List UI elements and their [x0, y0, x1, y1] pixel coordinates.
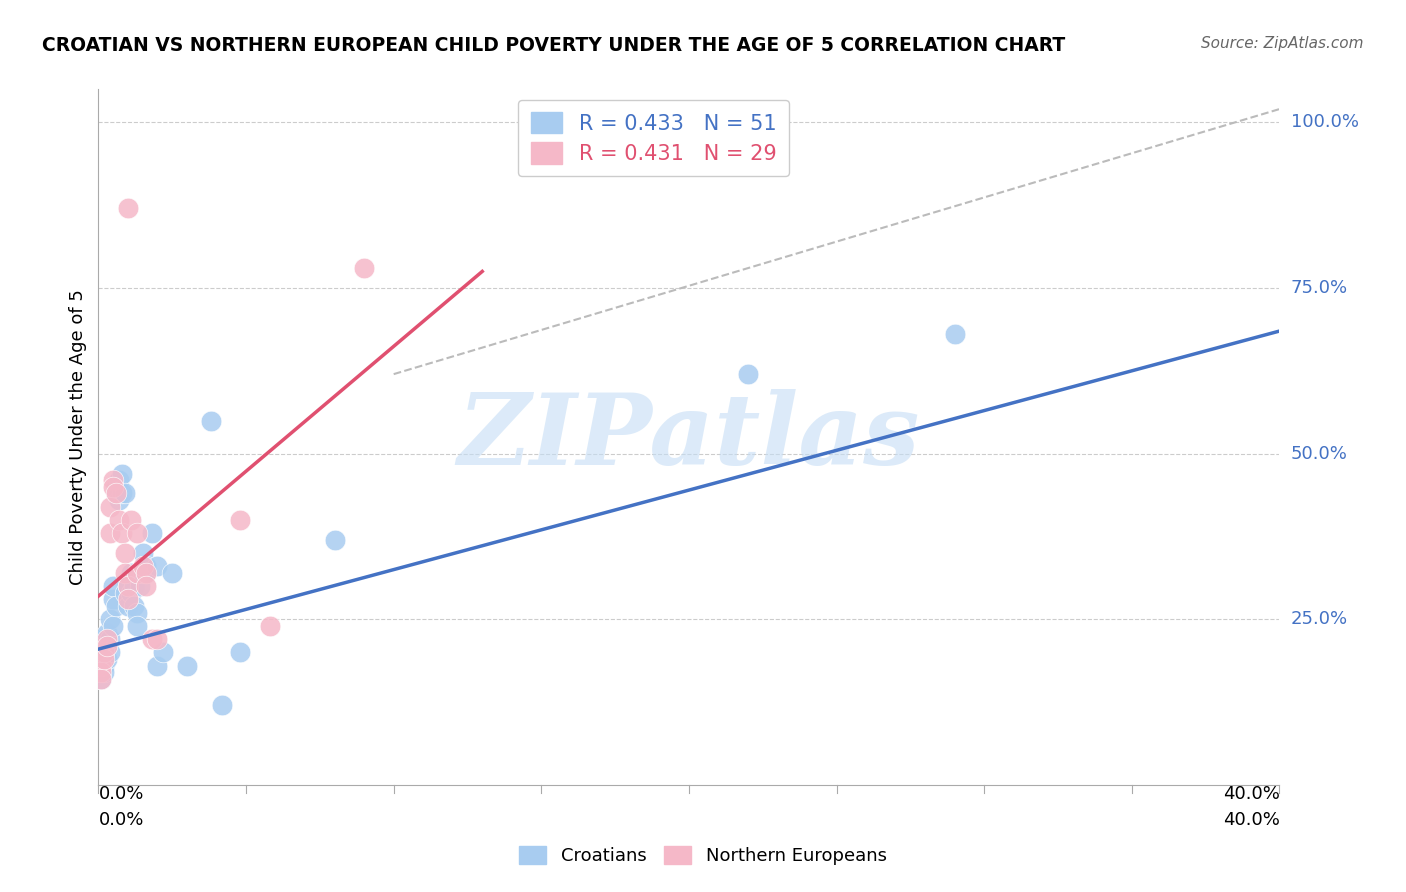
Point [93, 645, 115, 659]
Point [135, 579, 157, 593]
Point [125, 619, 148, 633]
Legend: R = 0.433   N = 51, R = 0.431   N = 29: R = 0.433 N = 51, R = 0.431 N = 29 [519, 100, 789, 177]
Text: Source: ZipAtlas.com: Source: ZipAtlas.com [1201, 36, 1364, 51]
Point [146, 559, 169, 574]
Point [96, 632, 118, 647]
Point [229, 513, 252, 527]
Point [114, 486, 136, 500]
Point [96, 639, 118, 653]
Point [93, 645, 115, 659]
Point [108, 513, 131, 527]
Point [90, 658, 112, 673]
Y-axis label: Child Poverty Under the Age of 5: Child Poverty Under the Age of 5 [69, 289, 87, 585]
Point [132, 546, 155, 560]
Point [117, 592, 139, 607]
Point [111, 467, 134, 481]
Text: 40.0%: 40.0% [1223, 812, 1279, 830]
Point [737, 367, 759, 381]
Point [103, 592, 125, 607]
Point [125, 526, 148, 541]
Text: 40.0%: 40.0% [1223, 785, 1279, 803]
Point [98, 526, 121, 541]
Point [90, 652, 112, 666]
Point [111, 486, 134, 500]
Text: CROATIAN VS NORTHERN EUROPEAN CHILD POVERTY UNDER THE AGE OF 5 CORRELATION CHART: CROATIAN VS NORTHERN EUROPEAN CHILD POVE… [42, 36, 1066, 54]
Point [125, 606, 148, 620]
Point [98, 612, 121, 626]
Point [93, 658, 115, 673]
Point [103, 473, 125, 487]
Point [117, 202, 139, 216]
Point [90, 645, 112, 659]
Point [162, 566, 183, 580]
Point [90, 672, 112, 686]
Point [259, 619, 281, 633]
Point [943, 327, 966, 342]
Point [90, 658, 112, 673]
Point [117, 579, 139, 593]
Point [146, 632, 169, 647]
Point [135, 566, 157, 580]
Point [114, 566, 136, 580]
Point [132, 566, 155, 580]
Text: ZIPatlas: ZIPatlas [458, 389, 920, 485]
Point [98, 500, 121, 514]
Point [200, 413, 222, 427]
Point [96, 625, 118, 640]
Point [353, 261, 375, 276]
Point [117, 579, 139, 593]
Point [120, 566, 142, 580]
Point [105, 599, 128, 613]
Text: 0.0%: 0.0% [98, 785, 143, 803]
Point [135, 559, 157, 574]
Point [122, 599, 145, 613]
Point [122, 579, 145, 593]
Point [125, 566, 148, 580]
Point [103, 480, 125, 494]
Point [98, 632, 121, 647]
Point [128, 579, 150, 593]
Point [103, 579, 125, 593]
Point [103, 619, 125, 633]
Point [132, 559, 155, 574]
Point [120, 586, 142, 600]
Point [152, 645, 174, 659]
Point [114, 546, 136, 560]
Point [135, 566, 157, 580]
Text: 100.0%: 100.0% [1291, 113, 1358, 131]
Point [93, 632, 115, 647]
Text: 25.0%: 25.0% [1291, 610, 1348, 628]
Text: 75.0%: 75.0% [1291, 279, 1348, 297]
Point [120, 513, 142, 527]
Point [117, 599, 139, 613]
Point [96, 652, 118, 666]
Text: 50.0%: 50.0% [1291, 444, 1347, 463]
Point [211, 698, 233, 713]
Point [114, 586, 136, 600]
Text: 0.0%: 0.0% [98, 812, 143, 830]
Point [111, 526, 134, 541]
Point [108, 493, 131, 508]
Point [141, 632, 163, 647]
Point [105, 486, 128, 500]
Point [93, 652, 115, 666]
Legend: Croatians, Northern Europeans: Croatians, Northern Europeans [510, 837, 896, 874]
Point [323, 533, 346, 547]
Point [141, 526, 163, 541]
Point [176, 658, 198, 673]
Point [105, 480, 128, 494]
Point [229, 645, 252, 659]
Point [96, 639, 118, 653]
Point [93, 665, 115, 680]
Point [105, 486, 128, 500]
Point [108, 473, 131, 487]
Point [90, 672, 112, 686]
Point [90, 665, 112, 680]
Point [98, 645, 121, 659]
Point [146, 658, 169, 673]
